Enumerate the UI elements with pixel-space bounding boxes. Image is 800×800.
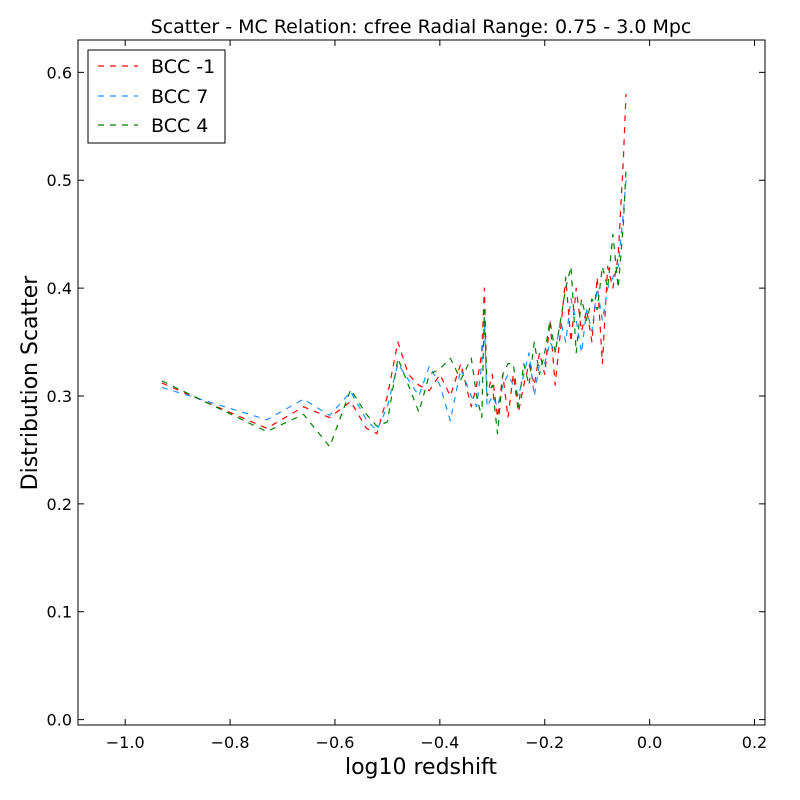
plot-area-frame bbox=[77, 39, 766, 726]
x-tick-label: −1.0 bbox=[106, 733, 145, 752]
y-tick-label: 0.2 bbox=[47, 495, 72, 514]
x-tick-label: 0.2 bbox=[742, 733, 767, 752]
series-bcc-4-line bbox=[161, 169, 627, 448]
x-axis-label: log10 redshift bbox=[345, 755, 497, 780]
y-tick-label: 0.6 bbox=[47, 63, 72, 82]
legend: BCC -1 BCC 7 BCC 4 bbox=[87, 49, 226, 144]
y-axis-label: Distribution Scatter bbox=[18, 275, 43, 491]
y-tick-label: 0.0 bbox=[47, 711, 72, 730]
x-tick-label: −0.4 bbox=[420, 733, 459, 752]
y-tick-label: 0.5 bbox=[47, 171, 72, 190]
x-tick-label: −0.6 bbox=[316, 733, 355, 752]
chart-title: Scatter - MC Relation: cfree Radial Rang… bbox=[151, 16, 692, 38]
y-tick-label: 0.4 bbox=[47, 279, 72, 298]
y-tick-label: 0.1 bbox=[47, 603, 72, 622]
y-tick-label: 0.3 bbox=[47, 387, 72, 406]
x-tick-label: −0.8 bbox=[211, 733, 250, 752]
ticks-layer: −1.0 −0.8 −0.6 −0.4 −0.2 0.0 0.2 0.0 0.1 0.2 0.3 0.… bbox=[47, 40, 767, 752]
series-layer bbox=[161, 93, 627, 448]
legend-label-bcc-4: BCC 4 bbox=[151, 115, 208, 137]
legend-label-bcc-7: BCC 7 bbox=[151, 86, 208, 108]
x-tick-label: −0.2 bbox=[525, 733, 564, 752]
x-tick-label: 0.0 bbox=[637, 733, 662, 752]
legend-label-bcc-minus-1: BCC -1 bbox=[151, 56, 215, 78]
